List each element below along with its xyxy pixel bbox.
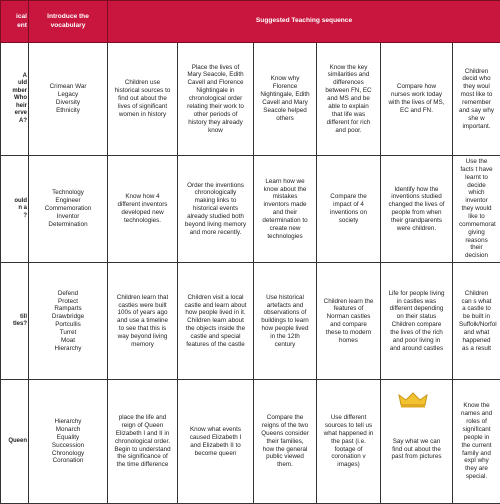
table-cell: Learn how we know about the mistakes inv… [254, 156, 317, 263]
table-cell: till tles? [1, 263, 29, 380]
table-row: ould n a ?Technology Engineer Commemorat… [1, 156, 500, 263]
table-cell: Order the inventions chronologically mak… [178, 156, 254, 263]
table-cell: Compare the impact of 4 inventions on so… [317, 156, 381, 263]
table-cell: Know what events caused Elizabeth I and … [178, 380, 254, 504]
table-cell: Children learn the features of Norman ca… [317, 263, 381, 380]
table-cell: Queen [1, 380, 29, 504]
header-cell: Introduce the vocabulary [29, 1, 108, 43]
table-cell: Children learn that castles were built 1… [108, 263, 178, 380]
table-cell: Know the names and roles of significant … [453, 380, 500, 504]
table-cell: Children can s what a castle to be built… [453, 263, 500, 380]
table-cell: place the life and reign of Queen Elizab… [108, 380, 178, 504]
table-cell: Defend Protect Ramparts Drawbridge Portc… [29, 263, 108, 380]
table-cell: Children visit a local castle and learn … [178, 263, 254, 380]
table-cell: Life for people living in castles was di… [381, 263, 453, 380]
table-cell: Crimean War Legacy Diversity Ethnicity [29, 43, 108, 156]
table-cell: Use different sources to tell us what ha… [317, 380, 381, 504]
table-cell: Technology Engineer Commemoration Invent… [29, 156, 108, 263]
table-cell: Use historical artefacts and observation… [254, 263, 317, 380]
table-row: till tles?Defend Protect Ramparts Drawbr… [1, 263, 500, 380]
table-cell: A uld mber Who heir erve A? [1, 43, 29, 156]
table-cell: Know how 4 different inventors developed… [108, 156, 178, 263]
header-cell: ical ent [1, 1, 29, 43]
table-cell: Use the facts t have learnt to decide wh… [453, 156, 500, 263]
table-cell: Know the key similarities and difference… [317, 43, 381, 156]
table-cell: Hierarchy Monarch Equality Succession Ch… [29, 380, 108, 504]
table-cell: Compare the reigns of the two Queens con… [254, 380, 317, 504]
table-cell: Children use historical sources to find … [108, 43, 178, 156]
table-cell: Know why Florence Nightingale, Edith Cav… [254, 43, 317, 156]
table-cell: ould n a ? [1, 156, 29, 263]
table-row: A uld mber Who heir erve A?Crimean War L… [1, 43, 500, 156]
table-cell: Children decid who they woul most like t… [453, 43, 500, 156]
header-cell: Suggested Teaching sequence [108, 1, 500, 43]
table-cell: Identify how the inventions studied chan… [381, 156, 453, 263]
table-cell: Place the lives of Mary Seacole, Edith C… [178, 43, 254, 156]
crown-icon [398, 392, 428, 408]
table-cell: Compare how nurses work today with the l… [381, 43, 453, 156]
